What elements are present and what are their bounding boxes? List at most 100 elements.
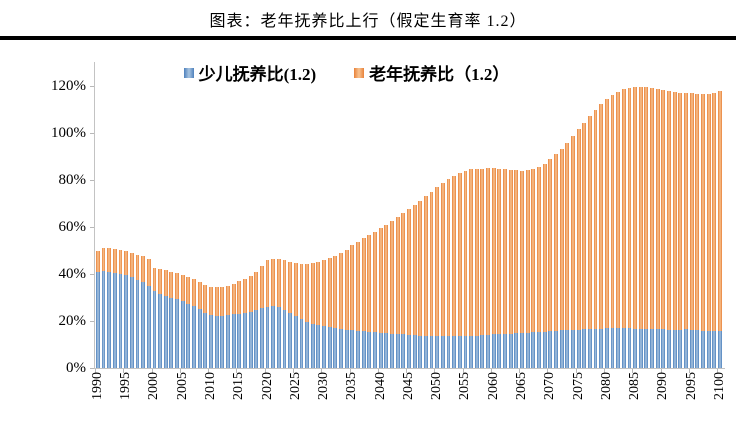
x-axis-tick — [490, 369, 492, 373]
bar-2017-elderly — [248, 275, 253, 312]
bar-2034-elderly — [344, 249, 349, 330]
bar-2020-elderly — [265, 260, 270, 307]
bar-2006-elderly — [186, 276, 191, 304]
x-tick-label-text: 2080 — [598, 372, 614, 400]
bar-2094-elderly — [684, 93, 688, 330]
bar-2045-child — [406, 334, 411, 368]
bar-2099-child — [712, 330, 717, 368]
bar-1993-elderly — [112, 249, 117, 274]
bar-2029-elderly — [316, 261, 321, 326]
legend: 少儿抚养比(1.2) 老年抚养比（1.2） — [94, 60, 599, 85]
x-tick-label: 2020 — [259, 372, 277, 420]
bar-1991-child — [101, 271, 106, 368]
bar-2095-elderly — [689, 93, 694, 330]
x-axis-tick — [377, 369, 379, 373]
y-axis-tick — [90, 368, 94, 369]
y-axis-tick — [90, 180, 94, 181]
bar-2031-child — [327, 327, 332, 368]
bar-2044-elderly — [401, 213, 406, 335]
bar-2049-child — [429, 336, 434, 368]
bar-2090-elderly — [661, 89, 666, 330]
bar-2074-elderly — [570, 136, 575, 330]
x-tick-label-text: 2070 — [542, 372, 558, 400]
bar-2016-elderly — [242, 278, 247, 313]
bar-2044-child — [401, 334, 406, 368]
bar-1997-elderly — [135, 254, 140, 280]
bar-2090-child — [661, 329, 666, 368]
bar-2083-child — [621, 328, 626, 368]
bar-1991-elderly — [101, 247, 106, 272]
bar-2004-elderly — [175, 273, 179, 300]
bar-2098-child — [706, 331, 711, 368]
x-tick-label-text: 2085 — [627, 372, 643, 400]
bar-2048-elderly — [423, 195, 428, 336]
x-tick-label-text: 2050 — [429, 372, 445, 400]
bar-2071-child — [554, 330, 558, 368]
bar-2046-elderly — [412, 205, 417, 336]
bar-2082-elderly — [616, 91, 621, 329]
bar-2074-child — [570, 329, 575, 368]
bar-2019-elderly — [259, 266, 264, 309]
page-title: 图表：老年抚养比上行（假定生育率 1.2） — [209, 13, 527, 30]
bar-2033-child — [339, 328, 343, 368]
x-tick-label-text: 2090 — [655, 372, 671, 400]
bar-2017-child — [248, 311, 253, 368]
bar-2043-child — [395, 334, 400, 368]
legend-label-elderly: 老年抚养比（1.2） — [369, 65, 510, 84]
bar-2065-child — [520, 332, 524, 368]
bar-2020-child — [265, 306, 270, 368]
bar-2047-elderly — [418, 200, 423, 336]
bar-2051-elderly — [440, 182, 445, 337]
x-tick-label: 2015 — [230, 372, 248, 420]
bar-2021-elderly — [271, 258, 276, 307]
bar-2088-elderly — [650, 88, 655, 329]
y-axis-tick — [90, 133, 94, 134]
bar-2024-elderly — [288, 261, 293, 313]
bar-2051-child — [440, 336, 445, 368]
bar-2055-child — [463, 336, 468, 368]
child-series-swatch-icon — [183, 67, 194, 78]
bar-2041-child — [384, 333, 389, 368]
x-tick-label: 2005 — [174, 372, 192, 420]
bar-2018-child — [254, 310, 259, 368]
bar-2089-elderly — [655, 89, 660, 330]
bar-2097-elderly — [701, 93, 705, 331]
bar-2014-child — [231, 314, 236, 368]
x-axis-tick — [236, 369, 238, 373]
x-axis-tick — [688, 369, 690, 373]
bar-2053-elderly — [452, 175, 457, 337]
bar-2000-child — [152, 291, 157, 368]
x-tick-label: 2080 — [598, 372, 616, 420]
bar-2002-elderly — [163, 270, 168, 297]
x-tick-label-text: 2040 — [372, 372, 388, 400]
bar-2062-child — [503, 333, 507, 368]
x-tick-label-text: 2045 — [400, 372, 416, 400]
x-axis-tick — [208, 369, 210, 373]
bar-2028-child — [310, 323, 315, 368]
bar-2024-child — [288, 312, 293, 368]
legend-item-elderly: 老年抚养比（1.2） — [354, 60, 509, 85]
bar-2027-elderly — [305, 263, 310, 322]
bar-1996-elderly — [129, 253, 134, 278]
x-tick-label: 2055 — [456, 372, 474, 420]
y-axis-tick — [90, 86, 94, 87]
x-tick-label-text: 2065 — [514, 372, 530, 400]
bar-2037-elderly — [361, 238, 366, 332]
bar-2052-elderly — [446, 179, 451, 337]
x-tick-label: 2045 — [400, 372, 418, 420]
x-tick-label-text: 2055 — [457, 372, 473, 400]
bar-2049-elderly — [429, 191, 434, 337]
bar-2058-child — [480, 335, 485, 368]
y-tick-label: 120% — [51, 78, 86, 94]
x-tick-label: 2030 — [315, 372, 333, 420]
bar-2082-child — [616, 328, 621, 368]
x-tick-label-text: 2025 — [287, 372, 303, 400]
x-tick-label: 2085 — [626, 372, 644, 420]
bar-2092-elderly — [672, 91, 677, 331]
bar-2025-child — [293, 316, 298, 368]
bar-2091-elderly — [667, 90, 671, 330]
bar-2072-elderly — [559, 148, 564, 331]
bar-2011-child — [214, 315, 219, 368]
y-tick-label: 60% — [58, 219, 87, 235]
bar-1996-child — [129, 277, 134, 368]
